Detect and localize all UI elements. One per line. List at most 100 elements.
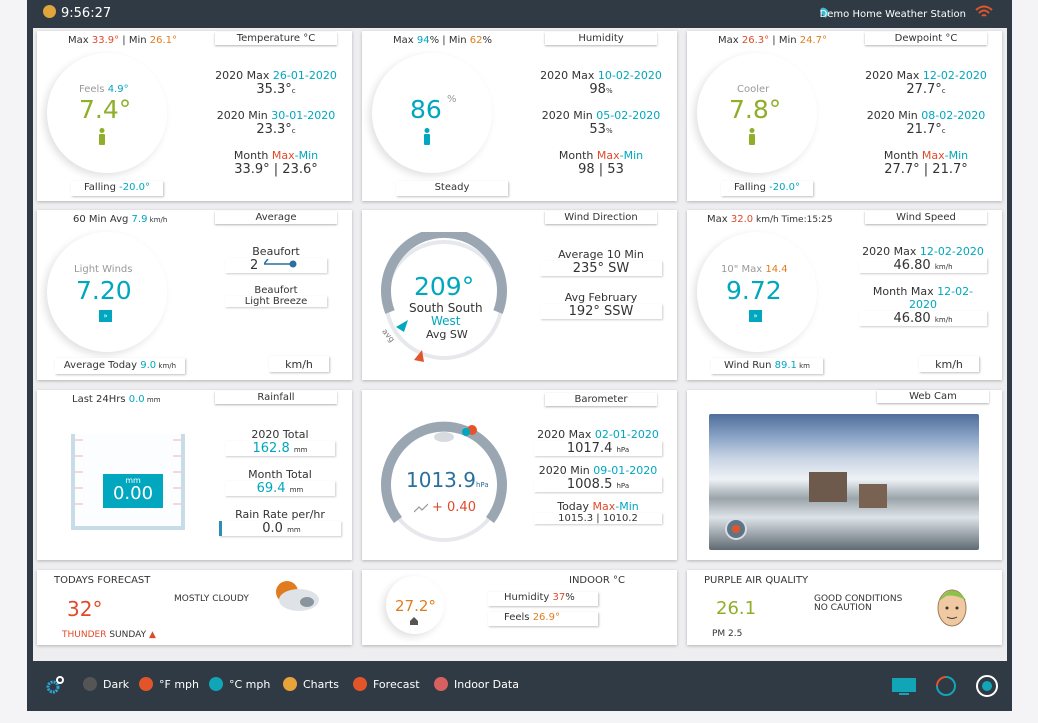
average-dial	[47, 232, 167, 352]
webcam-image[interactable]	[709, 414, 979, 550]
average-value: 7.20	[76, 276, 132, 305]
clock: 9:56:27	[61, 6, 112, 21]
settings-gear-icon[interactable]	[45, 675, 65, 695]
temp-trend: Falling -20.0°	[71, 181, 163, 196]
avg-60min: 60 Min Avg 7.9 km/h	[73, 214, 168, 225]
person-icon	[749, 128, 755, 145]
humidity-month: Month Max-Min 98 | 53	[558, 149, 644, 177]
indoor-value: 27.2°	[395, 597, 436, 615]
barometer-value: 1013.9hPa	[406, 468, 489, 492]
baro-year-max: 2020 Max 02-01-2020 1017.4 hPa	[534, 428, 662, 456]
card-title: Dewpoint °C	[865, 32, 987, 45]
cloud-icon	[276, 581, 319, 611]
dark-mode-button[interactable]: Dark	[83, 677, 129, 691]
ten-min-max: 10" Max 14.4	[721, 264, 788, 275]
celsius-dot-icon	[209, 677, 223, 691]
dewpoint-year-max: 2020 Max 12-02-2020 27.7°c	[865, 69, 987, 97]
person-icon	[99, 128, 105, 145]
forecast-note: THUNDER SUNDAY ▲	[62, 630, 156, 640]
fahrenheit-mph-button[interactable]: °F mph	[139, 677, 199, 691]
feels-like: Feels 4.9°	[79, 84, 129, 95]
dewpoint-dial	[697, 53, 817, 173]
rain-last24: Last 24Hrs 0.0 mm	[72, 394, 161, 405]
barometer-change: + 0.40	[432, 500, 476, 515]
wind-run: Wind Run 89.1 km	[711, 358, 823, 374]
wind-direction-line2: West	[431, 314, 461, 328]
dark-dot-icon	[83, 677, 97, 691]
wind-speed-value: 9.72	[726, 276, 782, 305]
wind-arrows-icon: »	[99, 310, 112, 322]
forecast-dot-icon	[353, 677, 367, 691]
top-bar: 9:56:27 Demo Home Weather Station	[27, 0, 1012, 28]
humidity-year-min: 2020 Min 05-02-2020 53%	[541, 109, 661, 137]
fahrenheit-label: °F mph	[159, 677, 199, 691]
moon-phase-icon	[43, 5, 56, 18]
charts-dot-icon	[283, 677, 297, 691]
compass-dial	[381, 232, 507, 362]
barometer-card: Barometer 1013.9hPa + 0.40 2020 Max 02-0…	[362, 390, 677, 560]
card-title: Rainfall	[215, 391, 337, 404]
theme-toggle-icon[interactable]	[975, 674, 999, 698]
wind-speed-card: Max 32.0 km/h Time:15:25 Wind Speed 10" …	[687, 210, 1002, 380]
forecast-button[interactable]: Forecast	[353, 677, 420, 691]
wind-avg10: Average 10 Min 235° SW	[540, 248, 662, 276]
temp-month: Month Max-Min 33.9° | 23.6°	[233, 149, 319, 177]
wind-direction-line1: South South	[409, 301, 483, 315]
indoor-title: INDOOR °C	[569, 575, 625, 586]
charts-button[interactable]: Charts	[283, 677, 339, 691]
wind-arrows-icon: »	[749, 310, 762, 322]
house-icon	[410, 617, 418, 625]
wifi-icon	[975, 5, 993, 17]
forecast-desc: MOSTLY CLOUDY	[174, 594, 249, 604]
air-quality-card: PURPLE AIR QUALITY 26.1 PM 2.5 GOOD COND…	[687, 570, 1002, 645]
wind-direction-card: Wind Direction 209° South South West Avg…	[362, 210, 677, 380]
wind-year-max: 2020 Max 12-02-2020 46.80 km/h	[859, 245, 987, 273]
dewpoint-value: 7.8°	[729, 95, 782, 124]
indoor-card: INDOOR °C 27.2° Humidity 37% Feels 26.9°	[362, 570, 677, 645]
dark-label: Dark	[103, 677, 130, 691]
dewpoint-maxmin: Max 26.3° | Min 24.7°	[718, 35, 828, 46]
station-name: Demo Home Weather Station	[819, 9, 966, 20]
trend-up-icon	[414, 503, 428, 513]
wind-avg-feb: Avg February 192° SSW	[540, 291, 662, 319]
humidity-card: Max 94% | Min 62% Humidity 86 % Steady 2…	[362, 31, 677, 201]
air-title: PURPLE AIR QUALITY	[704, 575, 809, 586]
wind-unit: km/h	[919, 356, 979, 372]
card-title: Wind Speed	[865, 211, 987, 224]
face-icon	[937, 589, 967, 627]
air-value: 26.1	[716, 598, 757, 619]
dewpoint-year-min: 2020 Min 08-02-2020 21.7°c	[866, 109, 986, 137]
charts-label: Charts	[303, 677, 339, 691]
celsius-mph-button[interactable]: °C mph	[209, 677, 270, 691]
card-title: Temperature °C	[215, 32, 337, 45]
indoor-data-button[interactable]: Indoor Data	[434, 677, 519, 691]
average-wind-card: 60 Min Avg 7.9 km/h Average Light Winds …	[37, 210, 352, 380]
beaufort-desc: Beaufort Light Breeze	[225, 285, 327, 307]
rainfall-card: Last 24Hrs 0.0 mm Rainfall mm 0.00 2020 T…	[37, 390, 352, 560]
webcam-building	[809, 472, 847, 502]
humidity-dial	[372, 53, 492, 173]
forecast-temp: 32°	[67, 597, 103, 621]
humidity-maxmin: Max 94% | Min 62%	[393, 35, 492, 46]
refresh-icon[interactable]	[935, 675, 957, 697]
air-status-1: GOOD CONDITIONS	[814, 594, 903, 604]
rain-rate: Rain Rate per/hr 0.0 mm	[219, 508, 341, 536]
rain-gauge-readout: mm 0.00	[103, 474, 163, 508]
webcam-building	[859, 484, 887, 508]
temperature-card: Max 33.9° | Min 26.1° Temperature °C Fee…	[37, 31, 352, 201]
indoor-dot-icon	[434, 677, 448, 691]
webcam-card: Web Cam	[687, 390, 1002, 560]
bottom-bar: Dark °F mph °C mph Charts Forecast Indoo…	[27, 664, 1012, 711]
forecast-label: Forecast	[373, 677, 420, 691]
humidity-unit: %	[447, 94, 457, 105]
card-title: Barometer	[545, 393, 657, 406]
display-icon[interactable]	[891, 677, 917, 697]
temp-year-max: 2020 Max 26-01-2020 35.3°c	[215, 69, 337, 97]
humidity-trend: Steady	[396, 181, 508, 196]
dewpoint-card: Max 26.3° | Min 24.7° Dewpoint °C Cooler…	[687, 31, 1002, 201]
celsius-label: °C mph	[229, 677, 271, 691]
dashboard: Max 33.9° | Min 26.1° Temperature °C Fee…	[33, 28, 1007, 661]
camera-icon[interactable]	[725, 518, 747, 540]
baro-year-min: 2020 Min 09-01-2020 1008.5 hPa	[534, 464, 662, 492]
indoor-label: Indoor Data	[454, 677, 519, 691]
